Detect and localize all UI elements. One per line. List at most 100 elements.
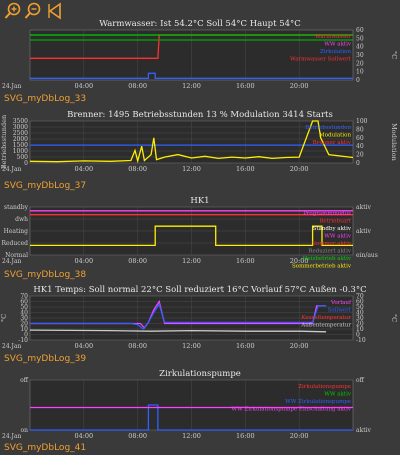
legend-entry[interactable]: WW aktiv xyxy=(324,392,352,398)
y-tick-label: 60 xyxy=(356,27,364,34)
y-tick-label: 70 xyxy=(20,293,28,300)
chart-title: HK1 Temps: Soll normal 22°C Soll reduzie… xyxy=(33,285,366,295)
y-tick-label: 10 xyxy=(356,326,364,333)
legend-entry[interactable]: WW Zirkulationspumpe Einschaltung aktiv xyxy=(231,407,352,413)
y-tick-label: 0 xyxy=(356,77,360,84)
chart-caption-link[interactable]: SVG_myDbLog_33 xyxy=(4,94,87,104)
chart-svg: Zirkulationspumpe 04:00 08:00 12:00 16:00 20:… xyxy=(2,369,372,440)
chart-caption-link[interactable]: SVG_myDbLog_37 xyxy=(4,181,87,191)
legend-entry[interactable]: Kesseltemperatur xyxy=(301,315,351,321)
x-tick-label: 20:00 xyxy=(290,82,309,90)
x-tick-label: 04:00 xyxy=(74,82,93,90)
series-line xyxy=(29,120,354,164)
y-tick-label: 50 xyxy=(356,304,364,311)
legend-entry[interactable]: Zirkulationspumpe xyxy=(298,384,351,390)
x-tick-label: 04:00 xyxy=(74,432,93,440)
y-tick-label: 60 xyxy=(356,135,364,142)
y-tick-label: Normal xyxy=(5,252,28,259)
legend-entry[interactable]: Warmwasser Sollwert xyxy=(290,57,352,63)
x-tick-label: 04:00 xyxy=(74,165,93,173)
legend-entry[interactable]: WW aktiv xyxy=(324,42,352,48)
y-tick-label: 30 xyxy=(356,315,364,322)
y-tick-label: 0 xyxy=(24,160,28,167)
legend-entry[interactable]: Reduziert aktiv xyxy=(308,249,352,255)
x-tick-label: 08:00 xyxy=(128,257,147,265)
y-tick-label: on xyxy=(21,427,29,434)
y-tick-label: 0 xyxy=(356,332,360,339)
chart-svg: Brenner: 1495 Betriebsstunden 13 % Modul… xyxy=(0,110,398,173)
zoom-in-icon[interactable] xyxy=(4,2,22,20)
legend-entry[interactable]: Sommer aktiv xyxy=(312,241,352,247)
y-tick-label: 3500 xyxy=(13,118,28,125)
x-tick-label: 16:00 xyxy=(236,165,255,173)
date-label: 24.Jan xyxy=(2,166,22,173)
x-tick-label: 16:00 xyxy=(236,257,255,265)
y-tick-label: -10 xyxy=(18,337,28,344)
zoom-out-icon[interactable] xyxy=(24,2,42,20)
y-tick-label: 20 xyxy=(356,321,364,328)
y-tick-label: 40 xyxy=(356,310,364,317)
chart-caption-link[interactable]: SVG_myDbLog_41 xyxy=(4,443,87,453)
chart-svg: HK1 Temps: Soll normal 22°C Soll reduzie… xyxy=(0,285,398,350)
x-tick-label: 16:00 xyxy=(236,82,255,90)
x-tick-label: 04:00 xyxy=(74,257,93,265)
legend-entry[interactable]: Vorlauf xyxy=(330,300,352,306)
x-tick-label: 16:00 xyxy=(236,342,255,350)
y-tick-label: 80 xyxy=(356,126,364,133)
y-tick-label: 10 xyxy=(20,326,28,333)
chart-title: Zirkulationspumpe xyxy=(159,369,241,379)
x-tick-label: 08:00 xyxy=(128,165,147,173)
y-tick-label: 20 xyxy=(356,152,364,159)
chart-panel-5: Zirkulationspumpe 04:00 08:00 12:00 16:00 20:… xyxy=(0,366,400,455)
y-tick-label: 2000 xyxy=(13,136,28,143)
y-tick-label: off xyxy=(20,377,29,384)
legend-entry[interactable]: Heizbetrieb aktiv xyxy=(303,256,352,262)
legend-entry[interactable]: Zirkulation xyxy=(320,49,351,55)
y-tick-label: Reduced xyxy=(1,240,28,247)
legend-entry[interactable]: Warmwasser xyxy=(315,34,351,40)
y-tick-label: standby xyxy=(4,204,29,211)
legend-entry[interactable]: Außentemperatur xyxy=(300,323,351,329)
arrow-left-icon[interactable] xyxy=(46,2,64,20)
x-tick-label: 08:00 xyxy=(128,342,147,350)
x-tick-label: 20:00 xyxy=(290,342,309,350)
y-right-unit: °C xyxy=(390,314,398,322)
legend-entry[interactable]: Modulation xyxy=(319,133,351,139)
legend-entry[interactable]: WW aktiv xyxy=(324,234,352,240)
y-tick-label: 20 xyxy=(20,321,28,328)
legend-entry[interactable]: Betriebsart xyxy=(319,219,351,225)
chart-title: Brenner: 1495 Betriebsstunden 13 % Modul… xyxy=(67,110,333,120)
chart-title: HK1 xyxy=(190,196,209,206)
y-tick-label: 50 xyxy=(356,35,364,42)
x-tick-label: 12:00 xyxy=(182,432,201,440)
legend-entry[interactable]: Programmmodus xyxy=(303,211,351,217)
legend-entry[interactable]: Betriebsstunden xyxy=(305,125,351,131)
date-label: 24.Jan xyxy=(2,258,22,265)
y-tick-label: Heating xyxy=(4,228,29,235)
y-tick-label: 30 xyxy=(356,52,364,59)
chart-caption-link[interactable]: SVG_myDbLog_39 xyxy=(4,354,87,364)
y-tick-label: aktiv xyxy=(356,427,372,434)
toolbar xyxy=(0,0,400,24)
legend-entry[interactable]: WW Zirkulationspumpe xyxy=(285,399,351,405)
x-tick-label: 20:00 xyxy=(290,432,309,440)
x-tick-label: 12:00 xyxy=(182,342,201,350)
y-tick-label: 3000 xyxy=(13,124,28,131)
legend-entry[interactable]: Sollwert xyxy=(328,308,352,314)
y-tick-label: aktiv xyxy=(356,204,372,211)
y-tick-label: 40 xyxy=(356,44,364,51)
y-tick-label: 0 xyxy=(24,332,28,339)
x-tick-label: 20:00 xyxy=(290,165,309,173)
chart-title: Warmwasser: Ist 54.2°C Soll 54°C Haupt 5… xyxy=(99,19,301,29)
y-tick-label: 10 xyxy=(356,69,364,76)
y-tick-label: aktiv xyxy=(356,228,372,235)
y-tick-label: 50 xyxy=(20,304,28,311)
y-tick-label: 20 xyxy=(356,60,364,67)
y-tick-label: 60 xyxy=(356,299,364,306)
y-tick-label: 500 xyxy=(17,154,29,161)
legend-entry[interactable]: Brenner aktiv xyxy=(313,140,352,146)
legend-entry[interactable]: Sommerbetrieb aktiv xyxy=(292,264,352,270)
x-tick-label: 20:00 xyxy=(290,257,309,265)
chart-caption-link[interactable]: SVG_myDbLog_38 xyxy=(4,270,87,280)
legend-entry[interactable]: Standby aktiv xyxy=(313,226,352,232)
